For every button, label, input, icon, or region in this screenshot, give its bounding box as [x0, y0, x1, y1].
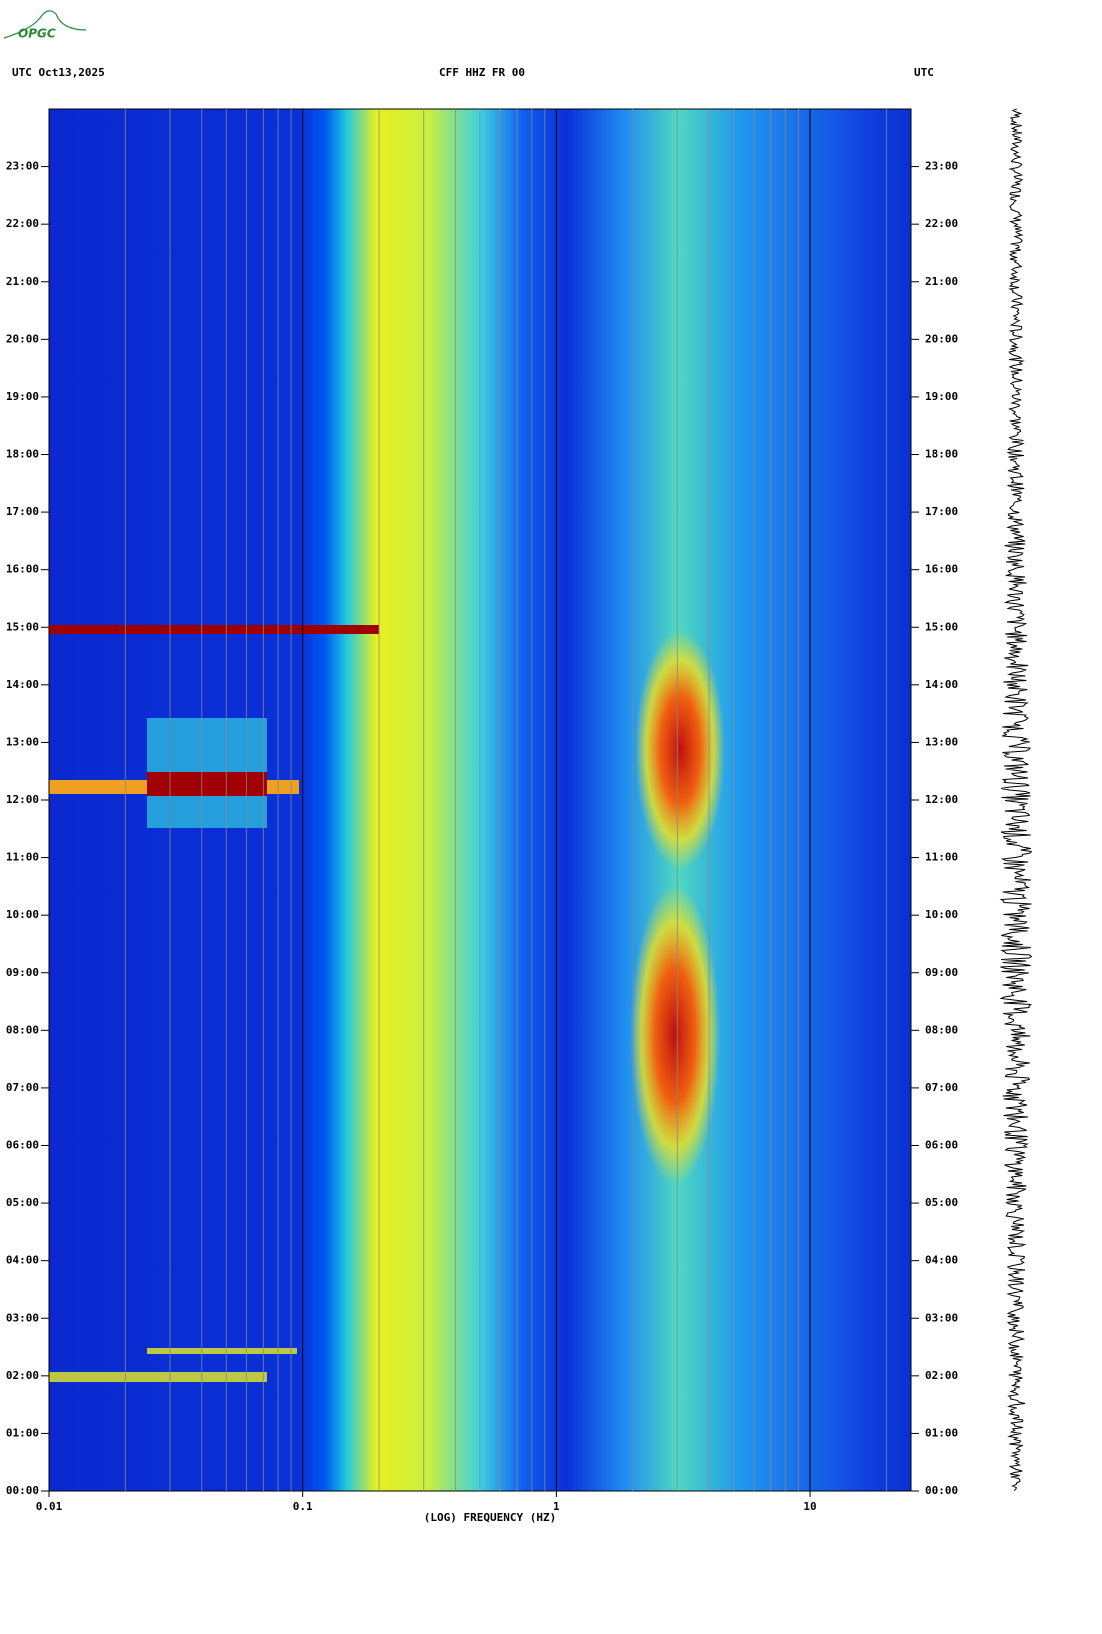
y-tick-label: 09:00	[925, 966, 958, 979]
seismogram	[999, 108, 1033, 1491]
y-tick-label: 16:00	[925, 563, 958, 576]
y-tick-label: 11:00	[925, 851, 958, 864]
y-tick-label: 12:00	[6, 793, 39, 806]
y-tick-label: 22:00	[925, 217, 958, 230]
spectral-peak	[635, 630, 725, 870]
y-tick-label: 23:00	[925, 160, 958, 173]
event-streak	[147, 1348, 297, 1354]
y-tick-label: 10:00	[925, 908, 958, 921]
y-tick-label: 02:00	[6, 1369, 39, 1382]
event-streak	[49, 625, 379, 634]
y-tick-label: 02:00	[925, 1369, 958, 1382]
y-tick-label: 14:00	[925, 678, 958, 691]
title-left: UTC Oct13,2025	[12, 66, 105, 79]
logo-swoosh	[3, 10, 87, 39]
y-tick-label: 19:00	[6, 390, 39, 403]
y-tick-label: 22:00	[6, 217, 39, 230]
x-axis-label: (LOG) FREQUENCY (HZ)	[424, 1511, 556, 1524]
y-tick-label: 01:00	[6, 1426, 39, 1439]
x-tick-label: 0.01	[36, 1500, 63, 1513]
event-streak	[147, 772, 267, 796]
y-tick-label: 06:00	[6, 1139, 39, 1152]
logo: OPGC	[18, 27, 56, 41]
event-streak	[49, 1372, 267, 1382]
x-tick-label: 10	[803, 1500, 816, 1513]
y-tick-label: 01:00	[925, 1426, 958, 1439]
y-tick-label: 18:00	[925, 448, 958, 461]
y-tick-label: 13:00	[925, 735, 958, 748]
x-tick-label: 1	[553, 1500, 560, 1513]
y-tick-label: 08:00	[925, 1023, 958, 1036]
y-tick-label: 15:00	[6, 620, 39, 633]
y-tick-label: 07:00	[925, 1081, 958, 1094]
y-tick-label: 13:00	[6, 735, 39, 748]
y-tick-label: 00:00	[6, 1484, 39, 1497]
y-tick-label: 07:00	[6, 1081, 39, 1094]
y-tick-label: 05:00	[6, 1196, 39, 1209]
chart-title: CFF HHZ FR 00	[439, 66, 525, 79]
y-tick-label: 09:00	[6, 966, 39, 979]
y-tick-label: 17:00	[6, 505, 39, 518]
y-tick-label: 05:00	[925, 1196, 958, 1209]
y-tick-label: 10:00	[6, 908, 39, 921]
y-tick-label: 08:00	[6, 1023, 39, 1036]
title-right: UTC	[914, 66, 934, 79]
y-tick-label: 04:00	[925, 1254, 958, 1267]
y-tick-label: 20:00	[6, 332, 39, 345]
y-tick-label: 21:00	[925, 275, 958, 288]
y-tick-label: 17:00	[925, 505, 958, 518]
y-tick-label: 14:00	[6, 678, 39, 691]
y-tick-label: 03:00	[6, 1311, 39, 1324]
y-tick-label: 15:00	[925, 620, 958, 633]
y-tick-label: 19:00	[925, 390, 958, 403]
x-tick-label: 0.1	[293, 1500, 313, 1513]
y-tick-label: 03:00	[925, 1311, 958, 1324]
y-tick-label: 23:00	[6, 160, 39, 173]
y-tick-label: 00:00	[925, 1484, 958, 1497]
y-tick-label: 21:00	[6, 275, 39, 288]
y-tick-label: 20:00	[925, 332, 958, 345]
y-tick-label: 12:00	[925, 793, 958, 806]
y-tick-label: 04:00	[6, 1254, 39, 1267]
spectral-peak	[630, 885, 720, 1185]
y-tick-label: 11:00	[6, 851, 39, 864]
y-tick-label: 16:00	[6, 563, 39, 576]
y-tick-label: 06:00	[925, 1139, 958, 1152]
y-tick-label: 18:00	[6, 448, 39, 461]
